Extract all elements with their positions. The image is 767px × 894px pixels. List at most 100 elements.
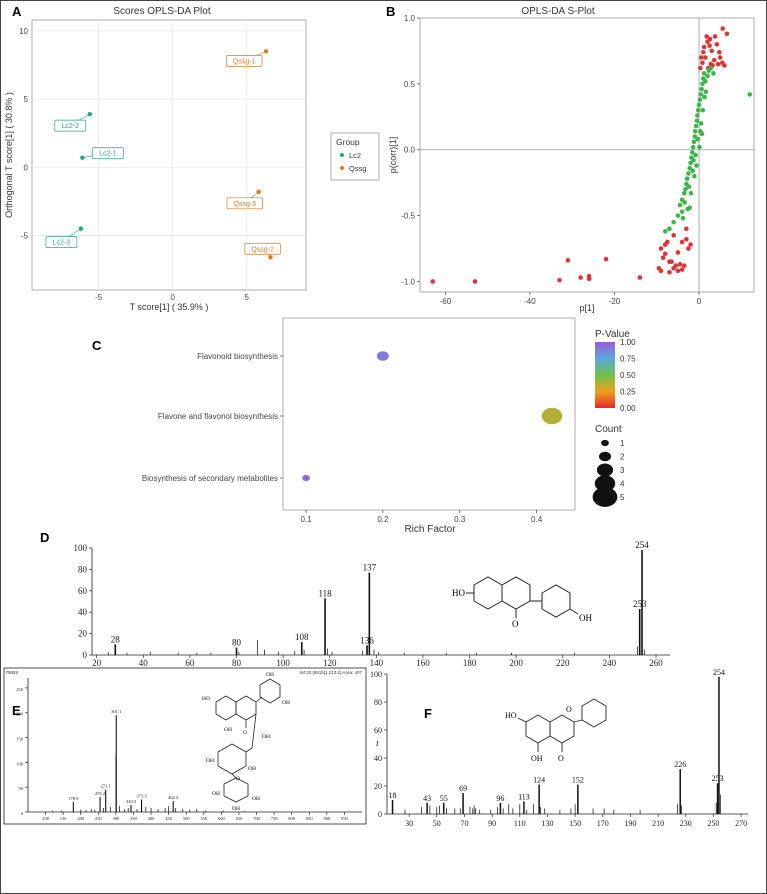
s-plot-point: [690, 168, 695, 174]
s-plot-point: [705, 73, 710, 79]
x-tick-label: 120: [323, 658, 337, 668]
size-legend-label: 2: [620, 453, 625, 462]
s-plot-point: [747, 92, 753, 97]
x-tick-label: 950: [341, 816, 349, 821]
s-plot-point: [686, 184, 692, 189]
label-box: [54, 119, 87, 132]
chart-f-y-label: I: [375, 740, 379, 748]
y-tick-label: 0: [24, 163, 29, 172]
s-plot-point: [694, 118, 700, 124]
chart-c-x-label: Rich Factor: [404, 524, 456, 535]
y-tick-label: 100: [74, 543, 88, 553]
s-plot-point: [697, 97, 703, 102]
point-label-lc2-2: Lc2-2: [54, 113, 90, 132]
s-plot-point: [684, 226, 689, 232]
struct-d-oh: OH: [579, 613, 592, 623]
pathway-bubble: [376, 351, 389, 361]
x-tick-label: 150: [60, 816, 68, 821]
pathway-label: Flavonoid biosynthesis: [197, 352, 278, 361]
label-box: [45, 236, 78, 248]
chart-a-legend-box: [330, 132, 380, 181]
s-plot-point: [707, 43, 712, 48]
score-point: [78, 226, 84, 231]
panel-e: mass IM:20 [9515]1 213.2) Area: 407 E 10…: [3, 667, 367, 825]
e-bond-5: [231, 773, 237, 779]
label-text: Lc2-1: [99, 151, 117, 158]
panel-letter-f: F: [424, 706, 432, 721]
s-plot-point: [681, 190, 687, 196]
chart-a-title: Scores OPLS-DA Plot: [113, 6, 210, 17]
s-plot-point: [715, 61, 721, 67]
panel-letter-a: A: [12, 4, 22, 19]
y-tick-label: 40: [78, 607, 88, 617]
label-text: Lc2-2: [62, 123, 80, 130]
s-plot-point: [692, 128, 698, 134]
s-plot-point: [700, 49, 706, 55]
chart-b-points: [430, 26, 753, 284]
s-plot-point: [691, 157, 696, 163]
y-tick-label: 0.0: [404, 146, 416, 155]
s-plot-point: [700, 81, 705, 87]
struct-f-oh: OH: [531, 754, 543, 763]
s-plot-point: [693, 123, 699, 129]
s-plot-point: [679, 239, 685, 245]
s-plot-point: [637, 275, 643, 280]
s-plot-point: [557, 277, 562, 283]
peak-label: 301.1: [111, 709, 121, 714]
s-plot-point: [704, 34, 709, 39]
struct-e-ho1: HO: [202, 696, 210, 702]
x-tick-label: 240: [603, 658, 617, 668]
s-plot-point: [671, 233, 676, 238]
peak-label: 136: [360, 635, 374, 645]
x-tick-label: 70: [460, 819, 468, 828]
chart-f-spectrum: 30 50 70 90 110 130 150 170 190 210 230 250 270 0 20 40…: [370, 668, 748, 828]
peak-label: 80: [232, 638, 242, 648]
peak-label: 152: [572, 776, 584, 785]
pathway-bubble: [302, 474, 310, 482]
panel-letter-c: C: [92, 338, 102, 353]
y-tick-label: 80: [78, 564, 88, 574]
s-plot-point: [586, 273, 592, 279]
x-tick-label: 0: [697, 297, 702, 306]
chart-b-axes: -60 -40 -20 0 -1.0 -0.5 0.0 0.5 1.0: [401, 14, 754, 306]
x-tick-label: -5: [95, 293, 103, 302]
y-tick-label: 200: [16, 712, 24, 717]
peak-label: 113: [518, 792, 530, 801]
s-plot-point: [687, 205, 693, 210]
legend-label-qssg: Qssg: [349, 164, 367, 173]
peak-label: 343.5: [126, 799, 137, 804]
struct-e-oh4: OH: [262, 734, 270, 740]
s-plot-point: [667, 269, 672, 275]
s-plot-point: [694, 163, 699, 168]
s-plot-point: [691, 139, 697, 145]
pathway-label: Flavone and flavonol biosynthesis: [158, 412, 278, 421]
e-ring-c: [235, 695, 257, 721]
y-tick-label: 0: [378, 810, 382, 819]
s-plot-point: [698, 92, 704, 97]
y-tick-label: -5: [21, 231, 29, 240]
y-tick-label: -1.0: [401, 277, 415, 286]
x-tick-label: 60: [185, 658, 195, 668]
x-tick-label: 200: [77, 816, 85, 821]
s-plot-point: [683, 186, 688, 192]
chart-c-points: [302, 351, 563, 482]
s-plot-point: [703, 89, 709, 95]
colorbar-title: P-Value: [595, 329, 630, 340]
s-plot-point: [675, 213, 681, 218]
peak-label: 55: [440, 794, 448, 803]
s-plot-point: [688, 160, 693, 166]
x-tick-label: 900: [323, 816, 331, 821]
size-legend-dot: [592, 487, 618, 507]
s-plot-point: [719, 60, 725, 66]
x-tick-label: 40: [139, 658, 149, 668]
chart-a-y-label: Orthogonal T score[1] ( 30.8% ): [4, 92, 14, 218]
point-label-qssg-3: Qssg-3: [226, 191, 263, 210]
s-plot-point: [692, 134, 698, 139]
x-tick-label: 850: [306, 816, 314, 821]
struct-e-oh9: OH: [252, 796, 260, 802]
struct-e-oh8: OH: [232, 806, 240, 812]
s-plot-point: [700, 107, 706, 113]
colorbar-ticks: 1.00 0.75 0.50 0.25 0.00: [620, 338, 636, 413]
colorbar-tick-label: 0.75: [620, 355, 636, 364]
